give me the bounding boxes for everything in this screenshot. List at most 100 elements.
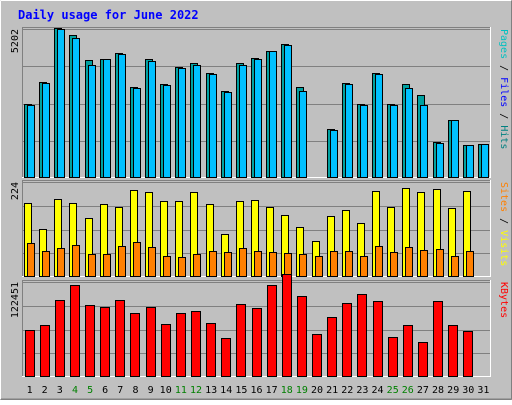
- bar-files-day-15: [239, 65, 247, 178]
- bar-files-day-7: [118, 54, 126, 178]
- legend-part-0: Sites: [498, 182, 509, 212]
- bar-files-day-6: [103, 59, 111, 178]
- bar-files-day-23: [360, 105, 368, 178]
- x-tick-label-day-20: 20: [311, 385, 323, 396]
- bar-sites-day-28: [436, 249, 444, 277]
- bar-sites-day-3: [57, 248, 65, 277]
- x-tick-label-day-2: 2: [42, 385, 48, 396]
- x-tick-label-day-25: 25: [387, 385, 399, 396]
- series-sites: [27, 242, 474, 277]
- bar-kbytes-day-3: [55, 300, 65, 377]
- bar-sites-day-11: [178, 257, 186, 277]
- bar-files-day-2: [42, 83, 50, 178]
- bar-kbytes-day-8: [130, 313, 140, 377]
- panel-middle: 224 Sites / Visits: [10, 180, 509, 277]
- bar-kbytes-day-4: [70, 285, 80, 377]
- bar-files-day-5: [88, 65, 96, 178]
- x-tick-label-day-7: 7: [117, 385, 123, 396]
- bar-kbytes-day-1: [25, 330, 35, 377]
- bar-kbytes-day-30: [463, 331, 473, 377]
- legend-part-3: /: [498, 107, 509, 125]
- legend-part-2: Files: [498, 77, 509, 107]
- bar-sites-day-22: [345, 251, 353, 277]
- x-tick-label-day-12: 12: [190, 385, 202, 396]
- bar-files-day-8: [133, 88, 141, 178]
- x-tick-label-day-4: 4: [72, 385, 78, 396]
- bar-files-day-18: [284, 45, 292, 178]
- x-tick-label-day-11: 11: [175, 385, 187, 396]
- x-tick-label-day-27: 27: [417, 385, 429, 396]
- x-tick-label-day-19: 19: [296, 385, 308, 396]
- bar-kbytes-day-25: [388, 337, 398, 377]
- bar-kbytes-day-15: [236, 304, 246, 377]
- bar-kbytes-day-5: [85, 305, 95, 377]
- bar-files-day-17: [269, 51, 277, 178]
- bar-files-day-14: [224, 92, 232, 178]
- chart-panels: 5202 Pages / Files / Hits 224 Sites / Visit…: [10, 27, 509, 377]
- x-tick-label-day-6: 6: [102, 385, 108, 396]
- bar-sites-day-30: [466, 251, 474, 277]
- bar-sites-day-1: [27, 243, 35, 277]
- bar-files-day-10: [163, 85, 171, 178]
- x-tick-label-day-30: 30: [462, 385, 474, 396]
- bar-sites-day-25: [390, 252, 398, 277]
- bar-kbytes-day-29: [448, 325, 458, 377]
- bar-sites-day-26: [405, 247, 413, 277]
- bar-kbytes-day-11: [176, 313, 186, 377]
- panel-middle-max-label: 224: [10, 182, 21, 200]
- bar-sites-day-29: [451, 256, 459, 277]
- bar-sites-day-14: [224, 252, 232, 277]
- legend-part-4: Hits: [498, 125, 509, 149]
- bar-kbytes-day-7: [115, 300, 125, 377]
- bar-files-day-29: [451, 120, 459, 178]
- bar-sites-day-8: [133, 242, 141, 277]
- bar-sites-day-5: [88, 254, 96, 277]
- bar-files-day-9: [148, 61, 156, 178]
- bar-kbytes-day-28: [433, 301, 443, 377]
- bar-files-day-25: [390, 105, 398, 178]
- bar-files-day-30: [466, 145, 474, 178]
- bar-kbytes-day-22: [342, 303, 352, 377]
- bar-kbytes-day-12: [191, 311, 201, 377]
- legend-part-0: KBytes: [498, 282, 509, 318]
- bar-kbytes-day-20: [312, 334, 322, 377]
- panel-top-legend: Pages / Files / Hits: [498, 29, 509, 149]
- x-tick-label-day-10: 10: [160, 385, 172, 396]
- x-tick-label-day-15: 15: [235, 385, 247, 396]
- bar-kbytes-day-16: [252, 308, 262, 377]
- panel-top-max-label: 5202: [10, 29, 21, 53]
- bar-files-day-19: [299, 91, 307, 178]
- bar-sites-day-15: [239, 248, 247, 277]
- bar-files-day-31: [481, 144, 489, 178]
- x-tick-label-day-5: 5: [87, 385, 93, 396]
- bar-files-day-11: [178, 68, 186, 178]
- bar-sites-day-2: [42, 251, 50, 277]
- legend-part-2: Visits: [498, 230, 509, 266]
- x-tick-label-day-8: 8: [132, 385, 138, 396]
- bar-files-day-12: [193, 65, 201, 178]
- bar-sites-day-7: [118, 246, 126, 277]
- bar-kbytes-day-10: [161, 324, 171, 377]
- bar-kbytes-day-2: [40, 325, 50, 377]
- panel-bottom-legend: KBytes: [498, 282, 509, 318]
- x-axis-labels: 1 2 3 4 5 6 7 8 9 10 11 12 13 14 15 16 17 18 19 20 21 22 23 24 2…: [27, 385, 490, 396]
- bar-sites-day-21: [330, 251, 338, 277]
- series-kbytes: [25, 274, 473, 377]
- bar-files-day-21: [330, 130, 338, 178]
- panel-middle-legend: Sites / Visits: [498, 182, 509, 266]
- x-tick-label-day-21: 21: [326, 385, 338, 396]
- x-tick-label-day-17: 17: [266, 385, 278, 396]
- bar-kbytes-day-19: [297, 296, 307, 377]
- x-tick-label-day-9: 9: [148, 385, 154, 396]
- x-tick-label-day-13: 13: [205, 385, 217, 396]
- x-tick-label-day-22: 22: [341, 385, 353, 396]
- bar-files-day-28: [436, 143, 444, 178]
- x-tick-label-day-23: 23: [356, 385, 368, 396]
- bar-kbytes-day-17: [267, 285, 277, 377]
- series-files: [27, 29, 489, 178]
- bar-sites-day-6: [103, 254, 111, 277]
- bar-kbytes-day-24: [373, 301, 383, 377]
- bar-files-day-16: [254, 59, 262, 178]
- bar-kbytes-day-18: [282, 274, 292, 377]
- bar-sites-day-27: [420, 250, 428, 277]
